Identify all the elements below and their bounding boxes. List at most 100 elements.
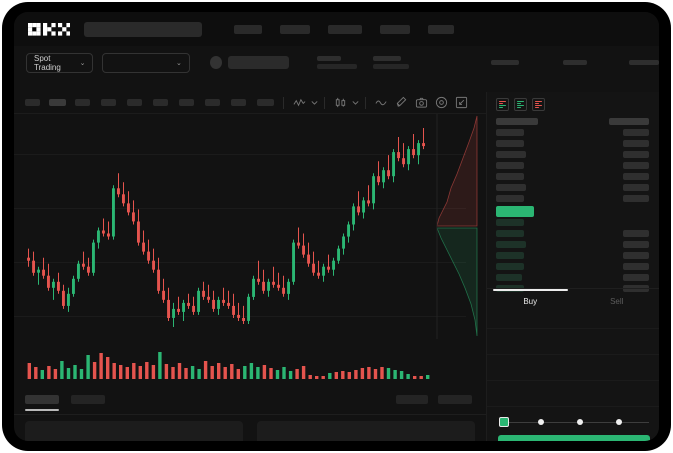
candlestick-series — [14, 128, 466, 327]
orderbook-cell-right — [623, 252, 649, 259]
order-type-field[interactable] — [487, 328, 659, 329]
okx-logo[interactable] — [28, 22, 70, 36]
total-field[interactable] — [487, 406, 659, 407]
timeframe-1M[interactable] — [231, 99, 246, 106]
top-nav-items — [216, 24, 454, 34]
bottom-action-1[interactable] — [396, 395, 428, 404]
slider-stop-50[interactable] — [577, 419, 583, 425]
slider-stop-25[interactable] — [538, 419, 544, 425]
price-chart[interactable] — [14, 114, 486, 339]
amount-slider[interactable] — [499, 417, 649, 427]
orderbook-ask-row[interactable] — [487, 140, 659, 151]
nav-item-1[interactable] — [234, 24, 262, 34]
orderbook-bid-row[interactable] — [487, 241, 659, 252]
orderbook-bid-row[interactable] — [487, 230, 659, 241]
device-screen: Spot Trading ⌄ ⌄ — [14, 12, 659, 441]
timeframe-5m[interactable] — [49, 99, 66, 106]
timeframe-1d[interactable] — [179, 99, 194, 106]
place-buy-order-button[interactable] — [498, 435, 650, 441]
orderbook-bid-row[interactable] — [487, 274, 659, 285]
toolbar-divider — [283, 96, 284, 109]
orderbook-ask-row[interactable] — [487, 173, 659, 184]
price-field[interactable] — [487, 354, 659, 355]
timeframe-30m[interactable] — [101, 99, 116, 106]
bottom-panel-right — [257, 421, 475, 441]
orderbook-cell-right — [623, 274, 649, 281]
nav-item-4[interactable] — [380, 24, 410, 34]
line-chart-icon[interactable] — [375, 96, 388, 109]
orderbook-cell-left — [496, 219, 524, 226]
orderbook-bid-row[interactable] — [487, 219, 659, 230]
orderbook-ask-row[interactable] — [487, 162, 659, 173]
bottom-panel-left — [25, 421, 243, 441]
chart-toolbar — [14, 92, 486, 114]
nav-item-2[interactable] — [280, 24, 310, 34]
slider-knob[interactable] — [499, 417, 509, 427]
timeframe-15m[interactable] — [75, 99, 90, 106]
orderbook-ask-row[interactable] — [487, 195, 659, 206]
candlestick-icon[interactable] — [334, 96, 347, 109]
timeframe-1w[interactable] — [205, 99, 220, 106]
nav-item-3[interactable] — [328, 24, 362, 34]
nav-item-5[interactable] — [428, 24, 454, 34]
orderbook-cell-left — [496, 241, 526, 248]
timeframe-4h[interactable] — [153, 99, 168, 106]
pair-icon — [209, 56, 222, 69]
tab-buy-label: Buy — [523, 297, 538, 306]
volume-chart — [14, 339, 486, 389]
orderbook-mode-asks[interactable] — [532, 98, 545, 111]
stat-24h-high — [491, 60, 519, 65]
order-form-tabs: Buy Sell — [487, 288, 659, 314]
stat-24h-low — [563, 60, 587, 65]
orderbook-cell-left — [496, 195, 524, 202]
orderbook-cell-right — [623, 140, 649, 147]
orderbook-mode-both[interactable] — [496, 98, 509, 111]
orderbook-ask-row[interactable] — [487, 129, 659, 140]
orderbook-rows[interactable] — [487, 118, 659, 296]
tab-order-history[interactable] — [71, 395, 105, 404]
toolbar-divider — [324, 96, 325, 109]
orderbook-ask-row[interactable] — [487, 151, 659, 162]
trading-pair-select[interactable]: ⌄ — [102, 52, 190, 73]
orderbook-bid-row[interactable] — [487, 252, 659, 263]
search-input[interactable] — [84, 21, 202, 37]
pair-name-placeholder — [227, 56, 289, 69]
slider-stop-75[interactable] — [616, 419, 622, 425]
indicators-dropdown-icon[interactable] — [310, 96, 319, 109]
orderbook-cell-left — [496, 151, 526, 158]
indicators-icon[interactable] — [293, 96, 306, 109]
timeframe-1h[interactable] — [127, 99, 142, 106]
stat-24h-change — [373, 56, 409, 69]
orderbook-cell-right — [623, 129, 649, 136]
orderbook-cell-right — [623, 195, 649, 202]
timeframe-more[interactable] — [257, 99, 274, 106]
settings-icon[interactable] — [435, 96, 448, 109]
snapshot-icon[interactable] — [415, 96, 428, 109]
timeframe-1m[interactable] — [25, 99, 40, 106]
charttype-dropdown-icon[interactable] — [351, 96, 360, 109]
orderbook-mode-bids[interactable] — [514, 98, 527, 111]
amount-field[interactable] — [487, 380, 659, 381]
market-sub-bar: Spot Trading ⌄ ⌄ — [14, 46, 659, 79]
orderbook-cell-right — [623, 173, 649, 180]
chevron-down-icon: ⌄ — [79, 59, 86, 67]
drawing-tools-icon[interactable] — [395, 96, 408, 109]
mid-price-bar — [496, 206, 534, 217]
orderbook-ask-row[interactable] — [487, 184, 659, 195]
top-navigation-bar — [14, 12, 659, 46]
chevron-down-icon: ⌄ — [175, 59, 182, 67]
toolbar-divider — [365, 96, 366, 109]
bottom-action-2[interactable] — [438, 395, 472, 404]
orderbook-and-order-form: Buy Sell — [486, 92, 659, 441]
orderbook-bid-row[interactable] — [487, 263, 659, 274]
fullscreen-icon[interactable] — [455, 96, 468, 109]
orderbook-cell-right — [623, 263, 649, 270]
market-type-select[interactable]: Spot Trading ⌄ — [26, 52, 94, 73]
orderbook-cell-left — [496, 129, 524, 136]
orderbook-cell-left — [496, 140, 524, 147]
volume-series — [27, 352, 430, 379]
orderbook-header-right — [609, 118, 649, 125]
tab-open-orders[interactable] — [25, 395, 59, 404]
tab-buy[interactable]: Buy — [487, 289, 574, 314]
tab-sell[interactable]: Sell — [574, 289, 660, 314]
